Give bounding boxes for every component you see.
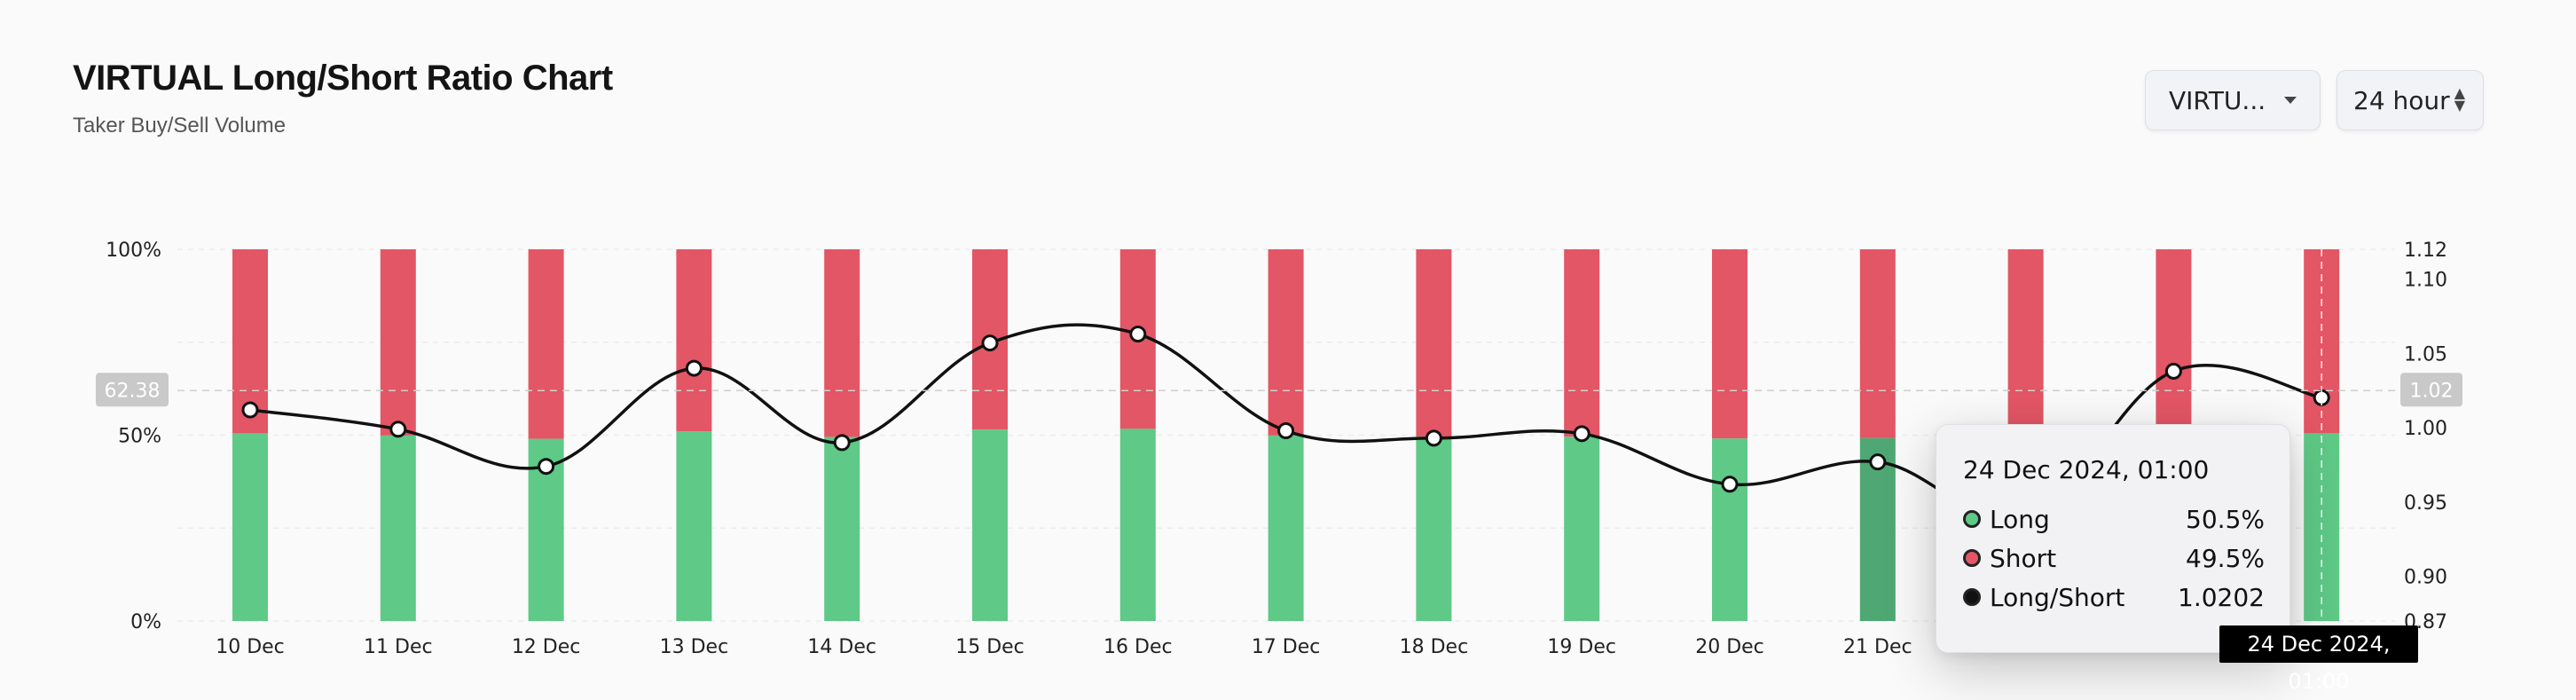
x-axis-tick-label: 14 Dec	[807, 636, 876, 658]
crosshair: 62.38 1.02	[96, 249, 2462, 621]
long-bar	[1416, 437, 1452, 621]
x-axis-tick-label: 10 Dec	[216, 636, 285, 658]
ratio-dot-icon	[1963, 588, 1981, 606]
long-bar	[1712, 438, 1747, 621]
crosshair-left-value: 62.38	[105, 380, 161, 402]
x-axis-tick-label: 17 Dec	[1252, 636, 1321, 658]
ratio-point	[1869, 453, 1887, 471]
ratio-point	[1573, 425, 1590, 443]
period-select-value: 24 hour	[2353, 85, 2450, 115]
x-axis-tick-label: 13 Dec	[660, 636, 729, 658]
tooltip-short-value: 49.5%	[2186, 543, 2265, 573]
right-axis-tick-label: 1.12	[2404, 240, 2447, 262]
x-axis-tick-label: 19 Dec	[1547, 636, 1616, 658]
ratio-point	[1425, 429, 1442, 447]
short-bar	[380, 249, 416, 436]
ratio-point	[538, 458, 555, 476]
tooltip-row-ratio: Long/Short 1.0202	[1963, 581, 2265, 613]
hover-tooltip: 24 Dec 2024, 01:00 Long 50.5% Short 49.5…	[1936, 424, 2290, 653]
symbol-select[interactable]: VIRTU...	[2145, 70, 2321, 130]
long-bar	[232, 433, 268, 621]
x-axis-tick-label: 18 Dec	[1400, 636, 1469, 658]
up-down-chevron-icon: ▲ ▼	[2454, 84, 2465, 114]
ratio-point	[1129, 326, 1147, 343]
short-bar	[1712, 249, 1747, 439]
right-axis-tick-label: 1.00	[2404, 418, 2447, 440]
ratio-point	[1721, 476, 1739, 493]
tooltip-row-long: Long 50.5%	[1963, 503, 2265, 535]
right-axis-tick-label: 0.95	[2404, 492, 2447, 515]
symbol-select-value: VIRTU...	[2169, 85, 2266, 115]
tooltip-ratio-label: Long/Short	[1990, 582, 2125, 612]
crosshair-right-value-box	[2400, 373, 2462, 407]
short-bar	[2007, 249, 2044, 437]
ratio-point	[833, 434, 851, 452]
short-dot-icon	[1963, 549, 1981, 567]
period-select[interactable]: 24 hour ▲ ▼	[2336, 70, 2484, 130]
x-axis-tick-label: 15 Dec	[955, 636, 1025, 658]
short-bar	[676, 249, 712, 432]
ratio-point	[981, 334, 999, 352]
tooltip-date: 24 Dec 2024, 01:00	[1963, 455, 2210, 484]
right-axis-tick-label: 1.05	[2404, 343, 2447, 366]
x-axis-tick-label: 20 Dec	[1695, 636, 1764, 658]
left-axis-tick-label: 50%	[118, 426, 161, 448]
crosshair-right-value: 1.02	[2410, 380, 2454, 402]
ratio-point	[685, 359, 703, 377]
x-axis-tick-label: 12 Dec	[512, 636, 581, 658]
chevron-down-icon	[2284, 97, 2297, 104]
short-bar	[1416, 249, 1452, 437]
short-bar	[1564, 249, 1600, 437]
chart-title: VIRTUAL Long/Short Ratio Chart	[73, 59, 613, 98]
short-bar	[2156, 249, 2192, 433]
long-bar	[972, 429, 1008, 621]
long-bar	[824, 437, 860, 621]
long-bar	[1119, 429, 1156, 621]
tooltip-short-label: Short	[1990, 543, 2057, 573]
left-axis-tick-label: 0%	[130, 611, 161, 633]
short-bar	[1268, 249, 1304, 436]
axes: 100%50%0%1.121.101.051.000.950.900.8710 …	[106, 240, 2447, 658]
ratio-point	[389, 421, 407, 438]
right-axis-tick-label: 1.10	[2404, 270, 2447, 292]
x-axis-tick-label: 21 Dec	[1843, 636, 1912, 658]
ratio-point	[2164, 362, 2182, 380]
long-dot-icon	[1963, 510, 1981, 528]
tooltip-row-short: Short 49.5%	[1963, 542, 2265, 574]
ratio-point	[1277, 421, 1295, 439]
tooltip-ratio-value: 1.0202	[2178, 582, 2265, 612]
long-bar	[1268, 435, 1304, 621]
crosshair-x-label: 24 Dec 2024, 01:00	[2219, 625, 2418, 694]
short-bar	[528, 249, 564, 439]
short-bar	[1859, 249, 1896, 438]
tooltip-long-label: Long	[1990, 504, 2050, 534]
short-bar	[824, 249, 860, 437]
ratio-point	[241, 401, 259, 419]
right-axis-tick-label: 0.90	[2404, 567, 2447, 589]
long-bar	[380, 435, 416, 621]
tooltip-long-value: 50.5%	[2186, 504, 2265, 534]
x-axis-tick-label: 11 Dec	[364, 636, 433, 658]
long-bar	[676, 431, 712, 621]
chart-subtitle: Taker Buy/Sell Volume	[73, 114, 287, 138]
left-axis-tick-label: 100%	[106, 240, 161, 262]
x-axis-tick-label: 16 Dec	[1103, 636, 1173, 658]
long-bar	[1564, 437, 1600, 621]
crosshair-left-value-box	[96, 373, 169, 407]
